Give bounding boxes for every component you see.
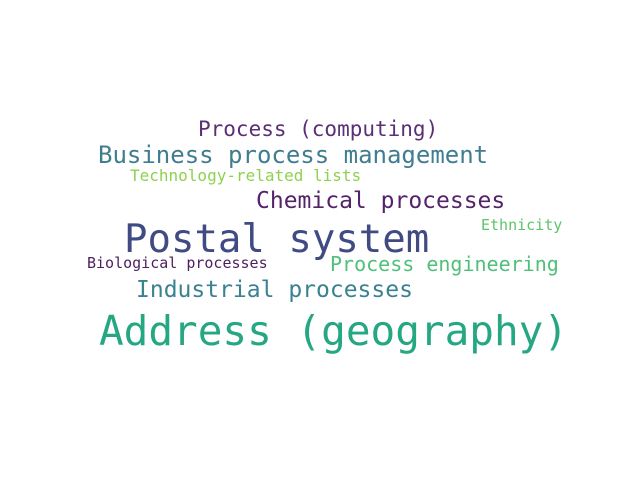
word-postal-system: Postal system bbox=[124, 217, 430, 262]
word-chemical-processes: Chemical processes bbox=[256, 188, 506, 214]
word-ethnicity: Ethnicity bbox=[481, 216, 563, 234]
word-process-computing: Process (computing) bbox=[198, 117, 439, 141]
word-industrial-processes: Industrial processes bbox=[136, 277, 413, 303]
word-biological-processes: Biological processes bbox=[87, 254, 268, 272]
word-address-geography: Address (geography) bbox=[99, 307, 568, 355]
word-business-process-management: Business process management bbox=[98, 141, 489, 169]
word-technology-related-lists: Technology-related lists bbox=[130, 166, 362, 185]
word-process-engineering: Process engineering bbox=[330, 252, 559, 276]
